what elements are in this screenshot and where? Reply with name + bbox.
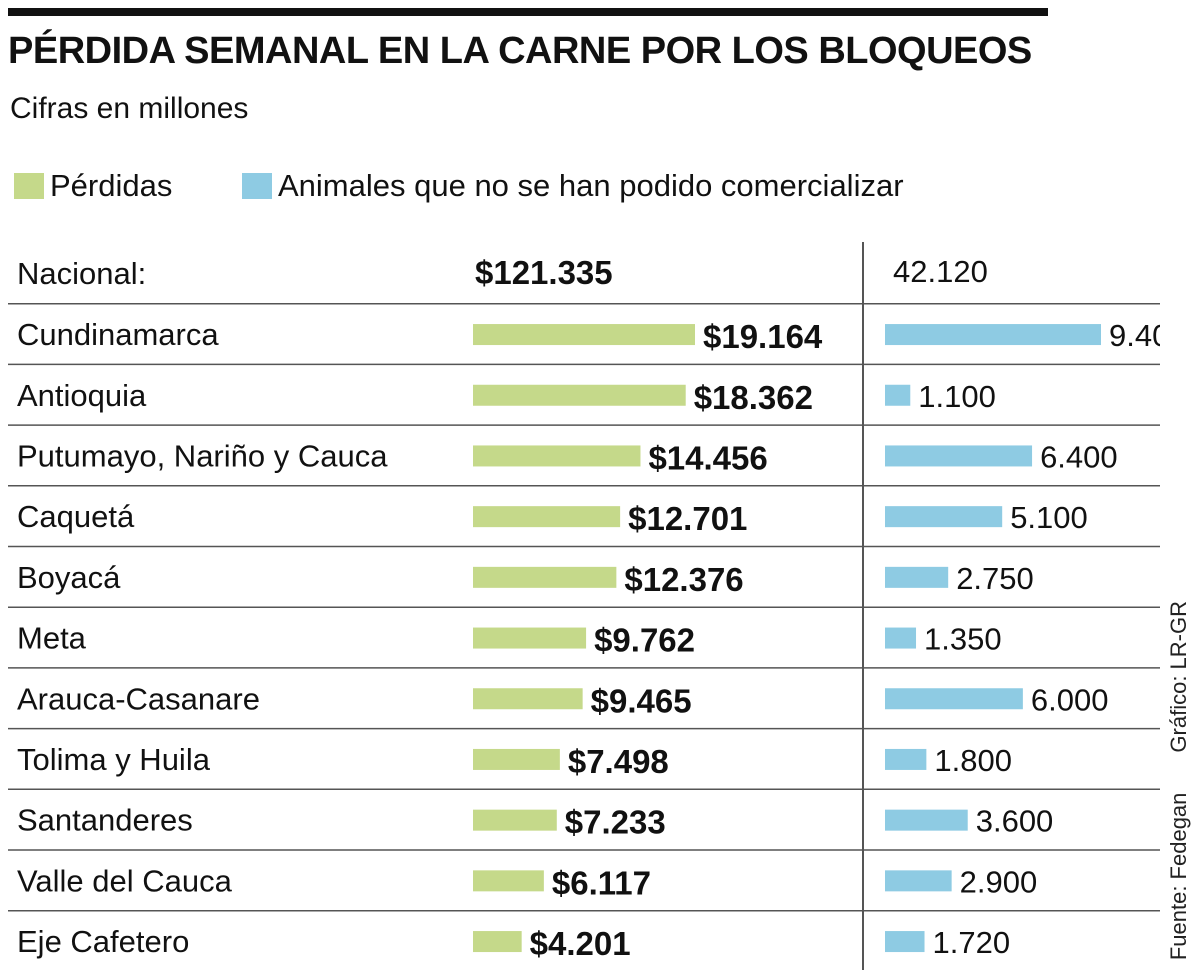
animals-bar xyxy=(885,445,1033,467)
animals-bar xyxy=(885,688,1023,710)
category-label: Cundinamarca xyxy=(17,317,219,352)
legend-item-animals: Animales que no se han podido comerciali… xyxy=(242,168,904,204)
bar-chart: Nacional: $121.335 42.120 Cundinamarca $19.1… xyxy=(8,254,1160,962)
animals-value-label: 2.750 xyxy=(956,561,1034,596)
category-label: Caquetá xyxy=(17,499,135,534)
chart-title: PÉRDIDA SEMANAL EN LA CARNE POR LOS BLOQ… xyxy=(8,30,1032,72)
national-animals-value: 42.120 xyxy=(893,254,988,289)
animals-value-label: 1.350 xyxy=(924,622,1002,657)
loss-value-label: $6.117 xyxy=(552,864,651,901)
loss-value-label: $14.456 xyxy=(648,439,767,476)
loss-bar xyxy=(473,445,641,467)
animals-bar xyxy=(885,931,925,953)
animals-bar xyxy=(885,870,952,892)
animals-bar xyxy=(885,627,917,649)
loss-bar xyxy=(473,384,686,406)
category-label: Antioquia xyxy=(17,378,147,413)
loss-value-label: $7.233 xyxy=(565,804,666,841)
animals-value-label: 3.600 xyxy=(976,804,1054,839)
loss-bar xyxy=(473,870,544,892)
column-divider xyxy=(862,242,864,970)
loss-value-label: $9.762 xyxy=(594,622,695,659)
animals-bar xyxy=(885,566,949,588)
loss-value-label: $7.498 xyxy=(568,743,669,780)
category-label: Eje Cafetero xyxy=(17,924,189,959)
legend-item-losses: Pérdidas xyxy=(14,168,172,204)
loss-bar xyxy=(473,688,583,710)
category-label: Arauca-Casanare xyxy=(17,681,260,716)
category-label: Putumayo, Nariño y Cauca xyxy=(17,438,388,473)
loss-bar xyxy=(473,809,557,831)
source-note: Fuente: Fedegan xyxy=(1166,792,1191,960)
legend-swatch-losses xyxy=(14,173,44,199)
animals-bar xyxy=(885,384,911,406)
national-loss-value: $121.335 xyxy=(475,254,613,291)
side-note: Fuente: Fedegan Gráfico: LR-GR xyxy=(1166,601,1192,960)
animals-value-label: 1.100 xyxy=(918,379,996,414)
category-label: Meta xyxy=(17,621,87,656)
animals-value-label: 6.400 xyxy=(1040,439,1118,474)
loss-bar xyxy=(473,931,522,953)
loss-value-label: $12.376 xyxy=(624,561,743,598)
animals-value-label: 5.100 xyxy=(1010,500,1088,535)
loss-bar xyxy=(473,748,560,770)
legend-label-losses: Pérdidas xyxy=(50,168,173,203)
legend-swatch-animals xyxy=(242,173,272,199)
animals-bar xyxy=(885,506,1003,528)
loss-value-label: $12.701 xyxy=(628,500,747,537)
animals-value-label: 6.000 xyxy=(1031,682,1109,717)
animals-bar xyxy=(885,809,968,831)
loss-value-label: $9.465 xyxy=(591,682,692,719)
loss-value-label: $4.201 xyxy=(530,925,631,962)
animals-value-label: 2.900 xyxy=(960,864,1038,899)
loss-bar xyxy=(473,566,617,588)
national-label: Nacional: xyxy=(17,256,146,291)
legend-label-animals: Animales que no se han podido comerciali… xyxy=(278,168,904,203)
loss-bar xyxy=(473,506,621,528)
chart-subtitle: Cifras en millones xyxy=(10,92,249,125)
loss-bar xyxy=(473,627,587,649)
animals-value-label: 9.400 xyxy=(1109,318,1160,353)
credit-note: Gráfico: LR-GR xyxy=(1166,600,1191,753)
animals-bar xyxy=(885,748,927,770)
top-rule xyxy=(8,8,1048,16)
category-label: Tolima y Huila xyxy=(17,742,211,777)
loss-value-label: $19.164 xyxy=(703,318,823,355)
category-label: Boyacá xyxy=(17,560,121,595)
animals-value-label: 1.800 xyxy=(934,743,1012,778)
category-label: Santanderes xyxy=(17,803,193,838)
loss-bar xyxy=(473,324,695,346)
animals-bar xyxy=(885,324,1101,346)
loss-value-label: $18.362 xyxy=(694,379,813,416)
animals-value-label: 1.720 xyxy=(933,925,1011,960)
category-label: Valle del Cauca xyxy=(17,863,233,898)
